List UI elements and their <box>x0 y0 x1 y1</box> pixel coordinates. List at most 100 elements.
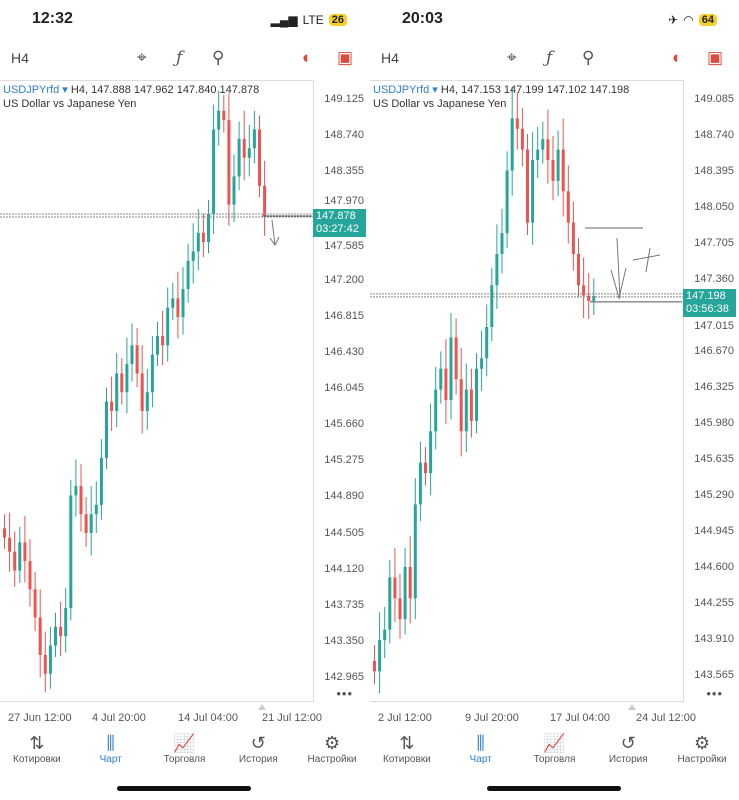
drawn-arrow <box>269 219 280 246</box>
candle-body <box>48 645 52 674</box>
tab-trade-tab[interactable]: 📈 Торговля <box>149 732 219 765</box>
chart-icon: ⫼ <box>106 733 115 753</box>
trade-icon[interactable]: ◐ <box>672 48 683 67</box>
price-tick: 146.325 <box>694 381 734 393</box>
chat-icon[interactable]: ▣ <box>337 48 354 67</box>
tab-trade-tab[interactable]: 📈 Торговля <box>519 732 589 765</box>
candle-body <box>201 232 205 243</box>
wifi-icon: ◠ <box>683 13 694 27</box>
price-tick: 144.255 <box>694 597 734 609</box>
status-bar: ▂▄▆ LTE 26 <box>271 13 347 27</box>
candle-body <box>18 542 22 571</box>
candle-body <box>536 149 540 161</box>
chart-info: USDJPYrfd ▾ H4, 147.888 147.962 147.840 … <box>3 84 260 110</box>
candle-body <box>33 589 37 618</box>
crosshair-icon[interactable]: ⌖ <box>507 48 517 67</box>
candle-body <box>571 222 575 254</box>
trade-tab-icon: 📈 <box>173 733 196 753</box>
objects-icon[interactable]: ⚲ <box>212 48 225 67</box>
price-chart[interactable]: USDJPYrfd ▾ H4, 147.888 147.962 147.840 … <box>0 80 369 710</box>
candle-body <box>388 577 392 630</box>
symbol-selector[interactable]: USDJPYrfd <box>3 84 60 96</box>
price-tick: 146.045 <box>324 382 364 394</box>
price-tick: 144.600 <box>694 561 734 573</box>
price-tick: 146.815 <box>324 309 364 322</box>
candle-body <box>156 335 159 355</box>
candle-body <box>480 358 484 369</box>
tab-label: Чарт <box>469 754 492 765</box>
timeframe-button[interactable]: H4 <box>11 50 29 66</box>
candle-body <box>207 213 210 243</box>
candle-body <box>393 577 397 599</box>
price-tick: 146.430 <box>324 345 364 358</box>
tab-history[interactable]: ↺ История <box>593 732 663 765</box>
tab-quotes[interactable]: ⇅ Котировки <box>372 732 442 765</box>
current-price-label: 147.878 03:27:42 <box>313 209 366 237</box>
date-tick: 24 Jul 12:00 <box>636 712 696 724</box>
tab-quotes[interactable]: ⇅ Котировки <box>2 732 72 765</box>
date-tick: 9 Jul 20:00 <box>465 712 519 724</box>
symbol-description: US Dollar vs Japanese Yen <box>3 98 137 110</box>
indicators-icon[interactable]: ƒ <box>176 48 183 68</box>
price-tick: 145.660 <box>324 418 364 431</box>
tab-chart[interactable]: ⫼ Чарт <box>446 732 516 765</box>
chart-toolbar: H4 ⌖ ƒ ⚲ ◐ ▣ <box>370 48 739 70</box>
price-chart[interactable]: USDJPYrfd ▾ H4, 147.153 147.199 147.102 … <box>370 80 739 710</box>
price-tick: 143.910 <box>694 633 734 645</box>
home-indicator <box>487 786 621 791</box>
candle-body <box>398 598 402 620</box>
candle-body <box>469 389 473 421</box>
candle-body <box>3 528 6 538</box>
candle-body <box>561 149 565 192</box>
candle-body <box>413 504 417 599</box>
candle-body <box>566 191 570 223</box>
candle-body <box>130 345 134 365</box>
chart-frame <box>370 80 684 702</box>
tab-settings[interactable]: ⚙ Настройки <box>297 732 367 765</box>
more-icon[interactable]: ••• <box>706 686 723 701</box>
candle-body <box>176 298 180 318</box>
status-time: 20:03 <box>402 10 443 27</box>
settings-icon: ⚙ <box>694 733 711 753</box>
tab-history[interactable]: ↺ История <box>223 732 293 765</box>
candle-body <box>434 389 438 432</box>
candle-body <box>520 128 524 150</box>
ohlc-info: H4, 147.153 147.199 147.102 147.198 <box>440 84 630 96</box>
timeframe-button[interactable]: H4 <box>381 50 399 66</box>
chart-frame <box>0 80 314 702</box>
date-tick: 14 Jul 04:00 <box>178 712 238 724</box>
chat-icon[interactable]: ▣ <box>707 48 724 67</box>
trade-icon[interactable]: ◐ <box>302 48 313 67</box>
candle-body <box>222 110 226 121</box>
objects-icon[interactable]: ⚲ <box>582 48 595 67</box>
tab-label: Торговля <box>533 754 576 765</box>
date-tick: 4 Jul 20:00 <box>92 712 146 724</box>
status-time: 12:32 <box>32 10 73 27</box>
phone-screen: 12:32 ▂▄▆ LTE 26 H4 ⌖ ƒ ⚲ ◐ ▣ USDJPYrfd ▾ … <box>0 0 369 800</box>
candle-body <box>79 486 83 515</box>
candle-body <box>444 368 448 401</box>
candle-body <box>429 431 433 474</box>
candle-body <box>505 170 509 234</box>
battery-level: 64 <box>698 14 717 26</box>
crosshair-icon[interactable]: ⌖ <box>137 48 147 67</box>
candle-body <box>38 617 42 655</box>
status-bar: ✈ ◠ 64 <box>668 13 717 27</box>
price-tick: 147.970 <box>324 195 364 207</box>
tab-settings[interactable]: ⚙ Настройки <box>667 732 737 765</box>
tab-label: Настройки <box>307 754 357 765</box>
indicators-icon[interactable]: ƒ <box>546 48 553 68</box>
candle-body <box>110 401 114 411</box>
scroll-marker <box>258 704 266 710</box>
candle-body <box>84 514 88 533</box>
candle-body <box>13 551 17 571</box>
candle-body <box>454 337 458 380</box>
symbol-selector[interactable]: USDJPYrfd <box>373 84 430 96</box>
more-icon[interactable]: ••• <box>336 686 353 701</box>
price-tick: 144.890 <box>324 490 364 503</box>
battery-level: 26 <box>328 14 347 26</box>
candle-body <box>227 120 231 205</box>
tab-chart[interactable]: ⫼ Чарт <box>76 732 146 765</box>
candle-body <box>541 139 545 150</box>
candle-body <box>531 160 535 223</box>
